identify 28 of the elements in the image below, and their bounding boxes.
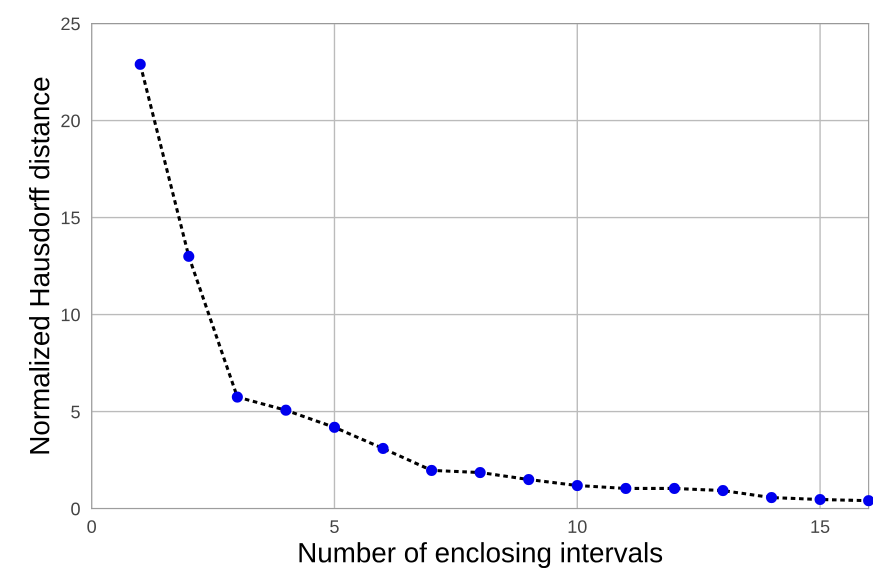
x-axis-title: Number of enclosing intervals [299, 542, 662, 568]
y-tick-label: 0 [71, 502, 80, 516]
x-tick-label: 10 [568, 520, 587, 533]
point [232, 391, 243, 403]
point [377, 442, 389, 454]
y-tick-label: 10 [62, 308, 80, 322]
y-tick-label: 20 [61, 114, 80, 128]
y-tick-label: 25 [61, 17, 80, 30]
y-axis-title: Normalized Hausdorff distance [29, 78, 50, 454]
point [523, 474, 534, 486]
point [668, 482, 680, 494]
point [328, 422, 340, 433]
point [134, 58, 146, 70]
point [620, 482, 632, 494]
point [280, 404, 292, 416]
point [183, 250, 194, 262]
y-tick-label: 5 [71, 406, 80, 418]
point [766, 492, 778, 504]
x-tick-label: 0 [87, 520, 96, 533]
point [474, 466, 486, 478]
x-tick-label: 5 [330, 520, 339, 533]
y-tick-label: 15 [62, 212, 80, 224]
point [572, 480, 583, 492]
point [426, 464, 438, 476]
point [863, 495, 873, 506]
point [717, 485, 729, 496]
point [814, 494, 826, 506]
x-tick-label: 15 [811, 520, 830, 533]
